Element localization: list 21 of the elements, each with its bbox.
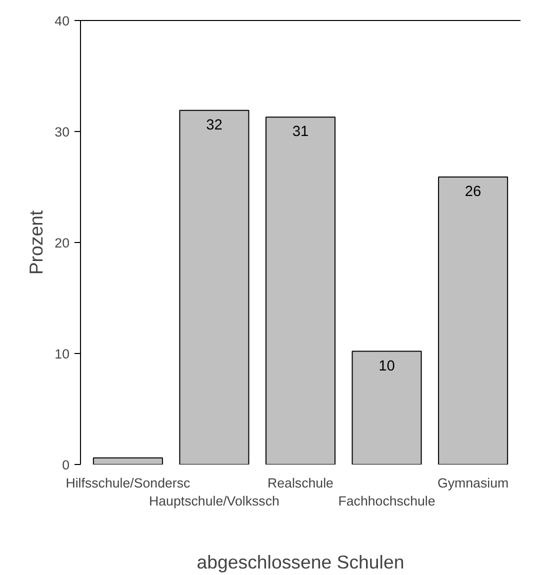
x-tick-label: Hilfsschule/Sondersc	[66, 476, 191, 490]
y-axis-title: Prozent	[26, 210, 47, 275]
bar	[179, 110, 250, 464]
x-axis-title: abgeschlossene Schulen	[196, 552, 404, 572]
y-tick-label: 0	[62, 458, 70, 472]
x-tick-label: Gymnasium	[438, 476, 509, 490]
bar	[92, 457, 163, 464]
data-label: 31	[292, 124, 309, 140]
x-tick-label: Hauptschule/Volkssch	[149, 494, 280, 508]
y-tick-label: 20	[54, 236, 70, 250]
data-label: 26	[464, 184, 482, 200]
y-tick-label: 40	[54, 14, 70, 28]
x-tick-label: Fachhochschule	[338, 494, 436, 508]
y-tick-label: 10	[54, 346, 70, 362]
data-label: 10	[378, 358, 395, 374]
x-tick-label: Realschule	[268, 476, 334, 490]
bar	[352, 350, 422, 464]
bar	[438, 176, 508, 464]
bar	[265, 116, 336, 464]
y-tick-label: 30	[54, 124, 70, 140]
data-label: 32	[206, 117, 222, 134]
